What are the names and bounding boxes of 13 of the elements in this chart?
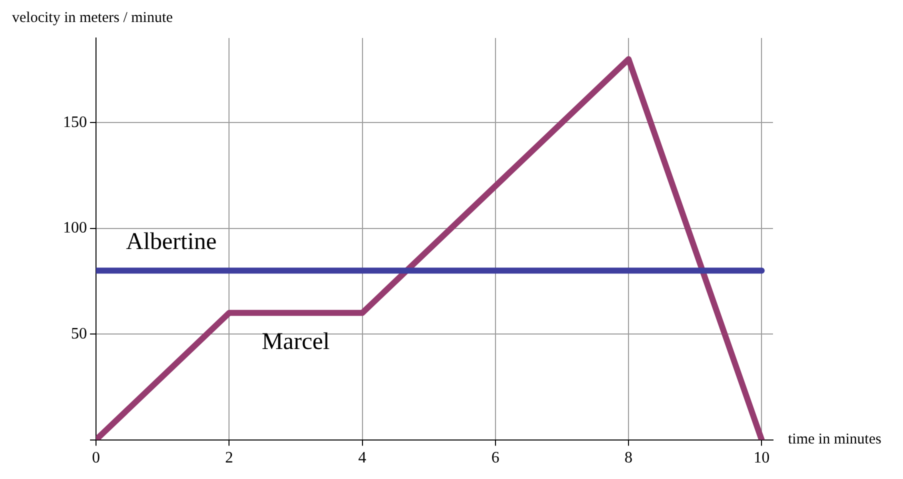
series-label: Albertine <box>126 228 217 255</box>
y-axis-title: velocity in meters / minute <box>12 10 174 26</box>
x-axis-title: time in minutes <box>788 432 882 448</box>
x-tick-label: 0 <box>92 450 100 467</box>
y-tick-label: 50 <box>71 325 87 342</box>
series-label: Marcel <box>262 329 330 356</box>
y-tick-label: 150 <box>63 114 87 131</box>
x-tick-label: 8 <box>624 450 633 467</box>
x-tick-label: 2 <box>225 450 234 467</box>
x-tick-label: 4 <box>358 450 366 467</box>
x-tick-label: 6 <box>491 450 500 467</box>
x-tick-label: 10 <box>754 450 770 467</box>
y-tick-label: 100 <box>63 220 87 237</box>
